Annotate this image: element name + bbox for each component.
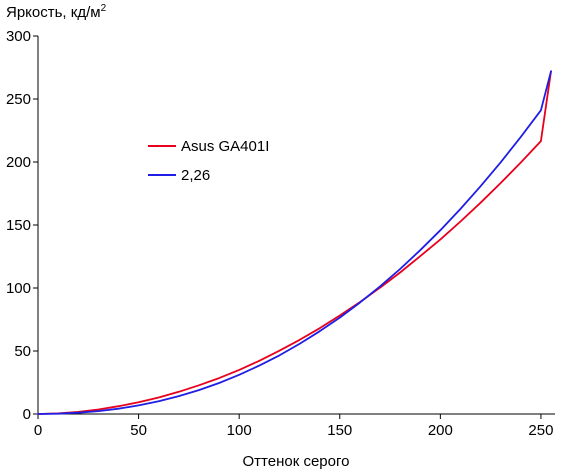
x-tick-label: 200	[428, 422, 453, 439]
x-tick-label: 0	[34, 422, 42, 439]
y-tick-label: 200	[6, 154, 31, 171]
y-tick-label: 50	[14, 343, 31, 360]
x-axis-title: Оттенок серого	[243, 453, 350, 469]
y-tick-label: 150	[6, 217, 31, 234]
legend-label-1: 2,26	[181, 167, 210, 184]
series-line-0	[37, 70, 552, 415]
y-tick-label: 0	[23, 406, 31, 423]
x-tick-label: 150	[327, 422, 352, 439]
series-lines	[37, 70, 552, 415]
y-tick-label: 300	[6, 28, 31, 45]
axes	[37, 36, 555, 415]
x-tick-label: 250	[528, 422, 553, 439]
legend-label-0: Asus GA401I	[181, 138, 269, 155]
y-tick-label: 100	[6, 280, 31, 297]
y-axis-title: Яркость, кд/м2	[6, 3, 107, 21]
y-ticks: 0 50 100 150 200 250 300	[6, 28, 38, 423]
legend: Asus GA401I 2,26	[148, 138, 269, 184]
y-tick-label: 250	[6, 91, 31, 108]
y-axis-title-superscript: 2	[101, 3, 107, 14]
x-ticks: 0 50 100 150 200 250	[34, 414, 553, 439]
series-line-1	[37, 70, 552, 415]
x-tick-label: 100	[227, 422, 252, 439]
x-tick-label: 50	[130, 422, 147, 439]
